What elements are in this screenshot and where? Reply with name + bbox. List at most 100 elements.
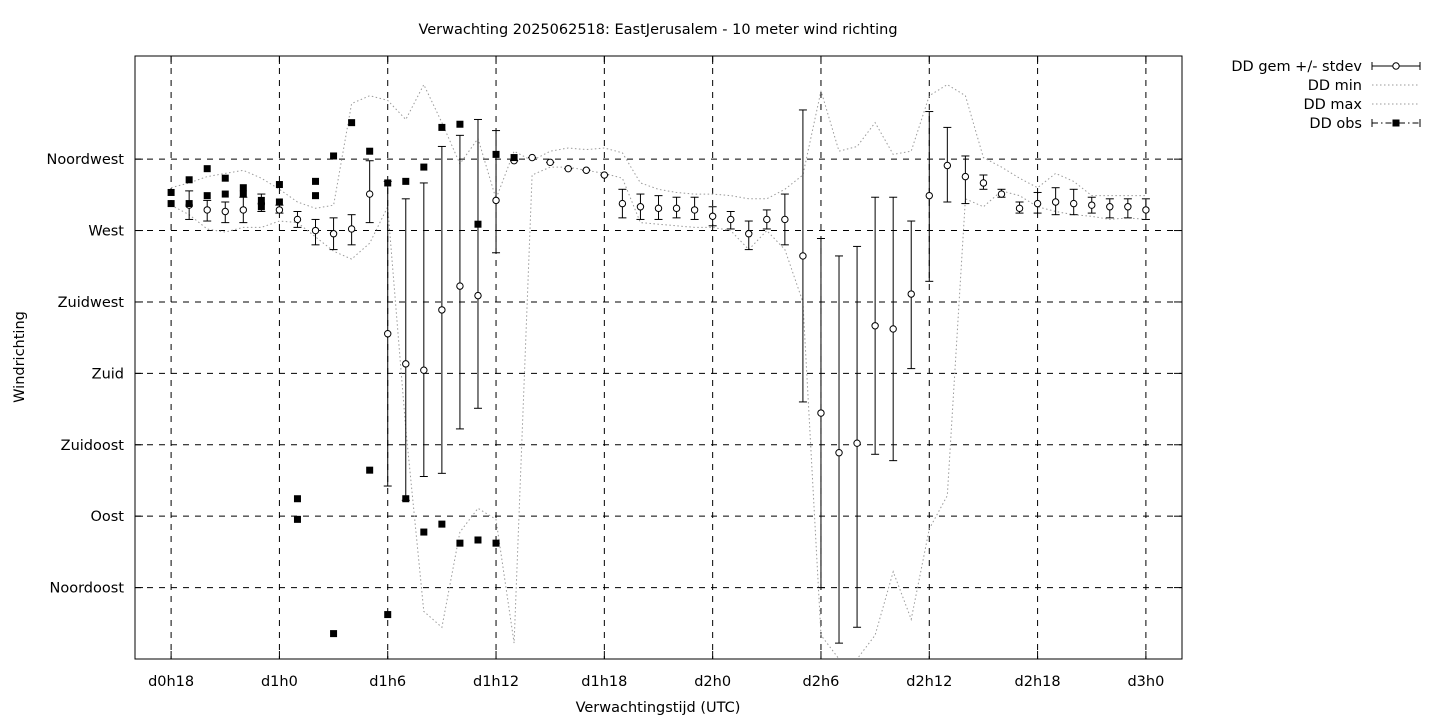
errorbar-point <box>401 198 410 501</box>
legend-swatch-marker <box>1392 119 1400 127</box>
obs-marker <box>167 188 175 196</box>
y-tick-label: Noordwest <box>46 152 124 168</box>
mean-marker <box>275 206 284 214</box>
mean-marker <box>672 204 681 213</box>
x-tick-label: d2h6 <box>803 674 840 690</box>
obs-marker <box>167 200 175 208</box>
errorbar-point <box>492 130 501 254</box>
obs-marker <box>203 165 211 173</box>
mean-marker <box>402 360 410 368</box>
obs-marker <box>330 152 338 160</box>
errorbar-point <box>329 217 338 251</box>
obs-marker <box>402 177 410 185</box>
legend-label: DD max <box>1303 97 1362 113</box>
errorbar-point <box>546 158 555 167</box>
legend-item: DD gem +/- stdev <box>1231 59 1421 75</box>
mean-marker <box>708 212 717 220</box>
legend-item: DD obs <box>1309 116 1421 132</box>
errorbar-point <box>311 218 320 246</box>
obs-marker <box>312 192 320 200</box>
errorbar-point <box>1141 198 1150 220</box>
grid <box>135 56 1182 659</box>
errorbar-point <box>871 196 880 455</box>
errorbar-point <box>383 180 392 487</box>
x-axis-label: Verwachtingstijd (UTC) <box>576 700 741 716</box>
y-axis-label: Windrichting <box>12 311 28 403</box>
errorbar-point <box>564 164 573 173</box>
errorbar-point <box>744 220 753 251</box>
errorbar-point <box>762 209 771 230</box>
x-tick-label: d1h12 <box>473 674 519 690</box>
mean-marker <box>203 206 211 214</box>
errorbar-point <box>1051 187 1060 216</box>
mean-marker <box>329 230 338 238</box>
mean-marker <box>239 206 248 214</box>
obs-marker <box>275 198 283 206</box>
x-tick-label: d2h12 <box>906 674 952 690</box>
mean-marker <box>654 204 663 213</box>
mean-marker <box>1142 206 1150 214</box>
errorbar-point <box>347 214 356 246</box>
mean-marker <box>997 190 1006 198</box>
errorbar-point <box>239 196 248 224</box>
obs-marker <box>257 196 265 204</box>
obs-marker <box>312 177 320 185</box>
x-tick-label: d2h18 <box>1015 674 1061 690</box>
errorbar-point <box>582 166 591 174</box>
mean-marker <box>1069 199 1078 208</box>
obs-marker <box>239 190 247 198</box>
errorbar-series <box>185 109 1150 644</box>
mean-marker <box>456 282 464 290</box>
mean-marker <box>438 306 446 314</box>
plot-frame <box>134 55 1183 660</box>
mean-marker <box>690 206 699 214</box>
mean-marker <box>889 325 897 333</box>
legend-swatch-marker <box>1392 62 1400 70</box>
x-tick-label: d0h18 <box>148 674 194 690</box>
legend-item: DD min <box>1308 78 1420 94</box>
obs-marker <box>474 536 482 544</box>
obs-marker <box>402 495 410 503</box>
errorbar-point <box>275 204 284 214</box>
errorbar-point <box>853 245 862 628</box>
obs-marker <box>293 515 301 523</box>
mean-marker <box>492 196 500 205</box>
errorbar-point <box>997 188 1006 198</box>
x-tick-label: d1h0 <box>261 674 298 690</box>
dd-max-line <box>170 83 1146 209</box>
errorbar-point <box>1033 191 1042 214</box>
x-axis: d0h18 d1h0 d1h6 d1h12 d1h18 d2h0 d2h6 d2h12 d2h1… <box>148 56 1164 690</box>
mean-marker <box>979 179 988 187</box>
errorbar-point <box>600 171 609 179</box>
errorbar-point <box>961 155 970 205</box>
obs-marker <box>474 220 482 228</box>
mean-marker <box>799 252 807 260</box>
errorbar-point <box>690 196 699 220</box>
legend-label: DD gem +/- stdev <box>1231 59 1362 75</box>
mean-marker <box>943 161 952 170</box>
mean-marker <box>618 199 627 208</box>
y-tick-label: Oost <box>90 509 124 525</box>
mean-marker <box>781 215 789 224</box>
mean-marker <box>365 190 374 198</box>
obs-marker <box>366 147 374 155</box>
errorbar-point <box>293 211 302 228</box>
y-tick-label: Zuid <box>92 366 124 382</box>
obs-marker <box>492 539 500 547</box>
errorbar-point <box>473 118 482 409</box>
mean-marker <box>907 290 915 298</box>
errorbar-point <box>816 237 825 589</box>
mean-marker <box>582 166 590 174</box>
obs-marker <box>221 174 229 182</box>
obs-marker <box>510 154 518 162</box>
legend: DD gem +/- stdev DD min DD max DD obs <box>1231 59 1421 132</box>
y-axis: Noordoost Oost Zuidoost Zuid Zuidwest West Noo… <box>46 152 1182 597</box>
mean-marker <box>474 291 482 300</box>
mean-marker <box>871 322 879 330</box>
errorbar-point <box>437 145 446 474</box>
obs-marker <box>257 203 265 211</box>
errorbar-point <box>419 182 428 478</box>
x-tick-label: d1h18 <box>581 674 627 690</box>
errorbar-point <box>907 220 916 370</box>
